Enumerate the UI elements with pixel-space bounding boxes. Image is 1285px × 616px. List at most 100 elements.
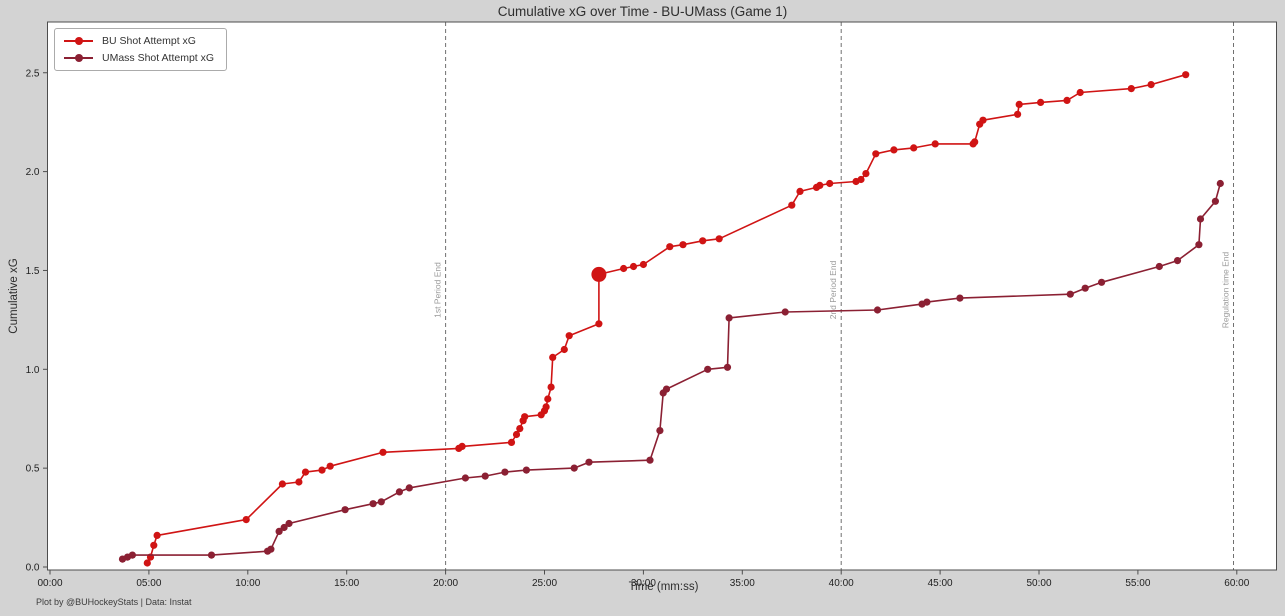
data-point xyxy=(1063,96,1071,104)
data-point xyxy=(501,468,509,476)
data-point xyxy=(379,448,387,456)
x-tick-label: 45:00 xyxy=(928,578,953,589)
credit-text: Plot by @BUHockeyStats | Data: Instat xyxy=(36,597,192,607)
data-point xyxy=(1066,290,1074,298)
data-point xyxy=(796,187,804,195)
data-point xyxy=(318,466,326,474)
period-end-label: 2nd Period End xyxy=(828,260,838,319)
y-tick-label: 0.5 xyxy=(26,464,40,475)
plot-frame xyxy=(47,21,1277,571)
x-axis-ticks: 00:00 05:00 10:00 15:00 20:00 25:00 30:00 35:00… xyxy=(37,570,1250,589)
data-point xyxy=(565,332,573,340)
x-tick-label: 00:00 xyxy=(37,578,62,589)
data-point xyxy=(544,395,552,403)
x-tick-label: 10:00 xyxy=(235,578,260,589)
plot-area xyxy=(47,22,1277,570)
data-point xyxy=(704,365,712,373)
x-tick-label: 55:00 xyxy=(1125,578,1150,589)
data-point xyxy=(341,506,349,514)
legend-item-umass: UMass Shot Attempt xG xyxy=(64,52,214,64)
data-point xyxy=(1147,81,1155,89)
legend-label-umass: UMass Shot Attempt xG xyxy=(102,52,215,64)
data-point xyxy=(1098,278,1106,286)
y-tick-label: 0.0 xyxy=(26,563,40,574)
data-point xyxy=(725,314,733,322)
data-point xyxy=(1015,100,1023,108)
data-point xyxy=(1196,215,1205,223)
data-point xyxy=(395,488,403,496)
umass-series xyxy=(118,179,1224,563)
data-point xyxy=(547,383,555,391)
data-point xyxy=(781,308,789,316)
data-point xyxy=(570,464,578,472)
data-point xyxy=(788,201,796,209)
data-point xyxy=(1037,98,1045,106)
legend-item-bu: BU Shot Attempt xG xyxy=(64,35,214,47)
data-point xyxy=(699,237,707,245)
data-point xyxy=(585,458,593,466)
period-annotations: 1st Period End 2nd Period End Regulation t… xyxy=(433,22,1235,570)
data-point xyxy=(153,531,161,540)
data-point xyxy=(1195,241,1203,249)
data-point xyxy=(971,138,979,146)
period-end-label: 1st Period End xyxy=(433,262,443,318)
x-tick-label: 40:00 xyxy=(829,578,854,589)
x-tick-label: 20:00 xyxy=(433,578,458,589)
x-tick-label: 35:00 xyxy=(730,578,755,589)
data-point xyxy=(679,241,687,249)
data-point xyxy=(369,500,377,508)
data-point xyxy=(1216,179,1224,188)
y-tick-label: 1.0 xyxy=(26,365,40,376)
data-point xyxy=(1182,71,1190,79)
data-point xyxy=(481,472,489,480)
data-point xyxy=(666,243,674,251)
y-tick-label: 2.0 xyxy=(26,167,40,178)
data-point xyxy=(516,425,524,433)
data-point xyxy=(873,306,882,314)
data-point xyxy=(862,170,870,178)
y-axis-label: Cumulative xG xyxy=(8,258,20,334)
data-point xyxy=(620,264,628,273)
data-point xyxy=(1173,257,1182,265)
data-point xyxy=(150,541,158,549)
data-point xyxy=(560,345,568,354)
data-point xyxy=(512,430,521,439)
data-point xyxy=(662,385,671,393)
data-point xyxy=(285,519,293,528)
data-point xyxy=(143,559,151,567)
data-point xyxy=(923,298,931,306)
legend-label-bu: BU Shot Attempt xG xyxy=(102,35,196,47)
data-point xyxy=(377,498,385,506)
chart-title: Cumulative xG over Time - BU-UMass (Game… xyxy=(497,4,788,19)
data-point xyxy=(207,551,216,559)
data-point xyxy=(275,527,283,536)
data-point xyxy=(326,462,334,470)
data-point xyxy=(715,235,723,243)
data-point xyxy=(405,484,413,492)
bu-series xyxy=(143,71,1190,567)
x-tick-label: 05:00 xyxy=(136,578,161,589)
data-point xyxy=(629,262,638,271)
x-axis-label: Time (mm:ss) xyxy=(628,581,699,593)
data-point xyxy=(857,175,865,184)
data-point xyxy=(1014,110,1022,118)
x-tick-label: 60:00 xyxy=(1224,578,1249,589)
data-point xyxy=(872,150,880,158)
y-tick-label: 1.5 xyxy=(26,266,40,277)
bu-series-marker-icon xyxy=(64,37,93,45)
data-point xyxy=(542,403,550,411)
data-point xyxy=(295,478,303,486)
data-point xyxy=(549,353,557,361)
data-point xyxy=(1211,197,1219,205)
x-tick-label: 25:00 xyxy=(532,578,557,589)
y-tick-label: 2.5 xyxy=(26,68,40,79)
data-point xyxy=(656,427,664,435)
data-point xyxy=(1127,85,1135,93)
data-point xyxy=(956,294,964,302)
data-point xyxy=(723,363,732,371)
data-point xyxy=(595,320,603,328)
data-point xyxy=(1155,262,1163,271)
data-point xyxy=(826,179,834,188)
data-point xyxy=(267,545,275,553)
